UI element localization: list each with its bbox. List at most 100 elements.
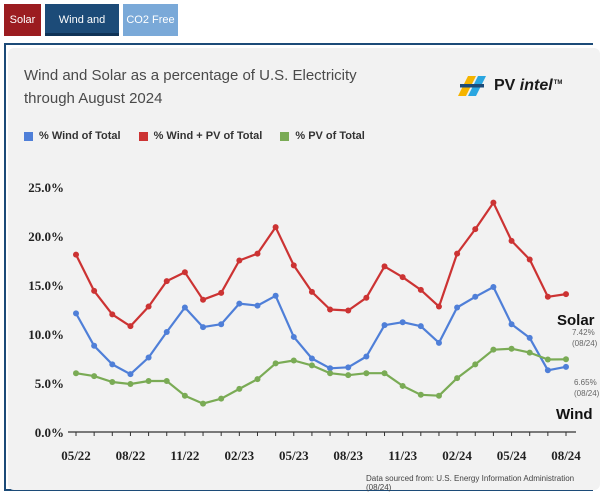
logo-name-italic: intel [519, 77, 553, 94]
data-point-series-1 [145, 303, 152, 310]
x-tick-label: 05/22 [61, 448, 91, 463]
data-point-series-0 [254, 302, 261, 309]
data-point-series-1 [218, 289, 225, 296]
data-point-series-0 [218, 321, 225, 328]
data-point-series-1 [454, 250, 461, 257]
pv-intel-logo-icon [458, 76, 486, 96]
data-point-series-2 [236, 385, 243, 392]
data-point-series-1 [181, 269, 188, 276]
data-point-series-0 [327, 365, 334, 372]
data-point-series-2 [109, 379, 116, 386]
y-tick-label: 20.0% [28, 229, 64, 244]
data-point-series-1 [308, 288, 315, 295]
data-point-series-1 [91, 287, 98, 294]
data-point-series-0 [308, 355, 315, 362]
data-point-series-1 [73, 251, 79, 258]
data-point-series-1 [363, 294, 370, 301]
data-point-series-1 [109, 311, 116, 318]
y-tick-label: 10.0% [28, 327, 64, 342]
data-point-series-2 [145, 378, 152, 385]
data-point-series-2 [200, 400, 207, 407]
x-tick-label: 05/24 [497, 448, 527, 463]
data-point-series-0 [417, 323, 424, 330]
x-tick-label: 02/24 [442, 448, 472, 463]
data-point-series-2 [435, 392, 442, 399]
data-point-series-0 [163, 329, 170, 336]
data-point-series-0 [91, 342, 98, 349]
data-point-series-2 [254, 376, 261, 383]
data-point-series-2 [272, 360, 279, 367]
data-point-series-2 [73, 370, 79, 377]
data-point-series-2 [417, 391, 424, 398]
data-point-series-1 [435, 303, 442, 310]
series-line-2 [75, 347, 567, 405]
data-point-series-1 [399, 274, 406, 281]
end-label-solar: Solar [557, 312, 595, 329]
data-point-series-1 [381, 263, 388, 270]
data-point-series-2 [544, 356, 551, 363]
series-line-0 [75, 285, 567, 376]
data-point-series-2 [218, 395, 225, 402]
chart-card [8, 48, 600, 490]
data-point-series-2 [508, 345, 515, 352]
data-point-series-1 [472, 226, 479, 233]
legend-item-wind-pv: % Wind + PV of Total [138, 130, 262, 142]
data-point-series-0 [563, 363, 569, 370]
end-note-solar: 7.42% (08/24) [572, 328, 598, 348]
data-point-series-2 [526, 349, 533, 356]
data-point-series-1 [327, 306, 334, 313]
data-point-series-1 [127, 323, 134, 330]
legend-swatch-wind [24, 131, 33, 141]
data-point-series-2 [490, 346, 497, 353]
data-point-series-0 [109, 361, 116, 368]
x-tick-label: 11/23 [388, 448, 417, 463]
data-point-series-2 [127, 380, 134, 387]
data-point-series-2 [472, 361, 479, 368]
data-point-series-0 [472, 293, 479, 300]
tab-solar[interactable]: Solar [4, 4, 41, 36]
legend-swatch-pv [280, 131, 290, 141]
data-point-series-0 [145, 354, 152, 361]
data-point-series-0 [381, 322, 388, 329]
data-point-series-1 [254, 250, 261, 257]
data-point-series-0 [399, 319, 406, 326]
x-tick-label: 11/22 [170, 448, 199, 463]
chart-legend: % Wind of Total % Wind + PV of Total % P… [24, 130, 383, 142]
data-point-series-2 [290, 357, 297, 364]
data-point-series-1 [200, 296, 207, 303]
data-point-series-0 [454, 304, 461, 311]
x-tick-label: 05/23 [279, 448, 309, 463]
chart-title: Wind and Solar as a percentage of U.S. E… [24, 64, 424, 110]
series-line-1 [75, 201, 567, 328]
data-point-series-1 [490, 199, 497, 206]
x-tick-label: 08/23 [333, 448, 363, 463]
data-point-series-1 [163, 278, 170, 285]
data-point-series-2 [399, 382, 406, 389]
data-point-series-2 [91, 373, 98, 380]
data-source-note: Data sourced from: U.S. Energy Informati… [366, 474, 575, 492]
legend-item-pv: % PV of Total [280, 130, 365, 142]
data-point-series-2 [163, 378, 170, 385]
data-point-series-0 [363, 353, 370, 360]
chart-title-line-1: Wind and Solar as a percentage of U.S. E… [24, 67, 357, 84]
tab-co2-free[interactable]: CO2 Free [123, 4, 178, 36]
data-point-series-1 [417, 286, 424, 293]
data-point-series-1 [345, 307, 352, 314]
logo-trademark: TM [553, 79, 563, 86]
chart-frame [4, 43, 593, 491]
data-point-series-1 [544, 293, 551, 300]
data-point-series-2 [345, 372, 352, 379]
data-point-series-2 [563, 356, 569, 363]
data-point-series-1 [236, 257, 243, 264]
data-point-series-1 [526, 256, 533, 263]
data-point-series-1 [272, 224, 279, 231]
data-point-series-0 [73, 310, 79, 317]
x-tick-label: 08/24 [551, 448, 581, 463]
data-point-series-2 [308, 362, 315, 369]
chart-title-line-2: through August 2024 [24, 90, 163, 107]
data-point-series-0 [508, 321, 515, 328]
y-tick-label: 25.0% [28, 180, 64, 195]
data-point-series-2 [454, 375, 461, 382]
pv-intel-logo-text: PV intelTM [494, 77, 562, 95]
